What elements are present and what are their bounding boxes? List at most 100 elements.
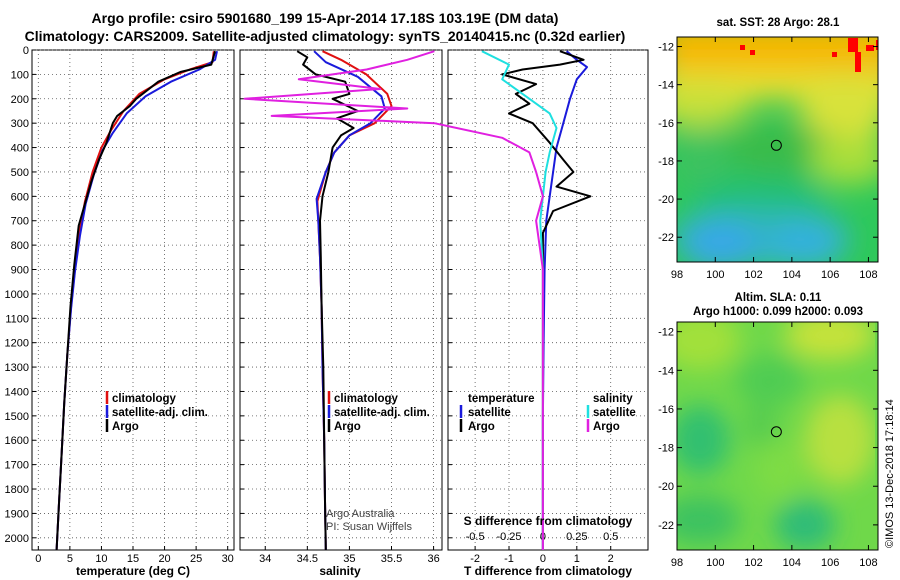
temperature-grid [32, 49, 234, 550]
top-x-tick-label: -0.5 [466, 531, 485, 543]
argo-position-marker [770, 139, 782, 151]
lat-tick-label: -12 [658, 42, 674, 54]
legend-label-t-satellite: satellite [468, 407, 511, 419]
sst-map-title: sat. SST: 28 Argo: 28.1 [717, 17, 841, 29]
legend-label-s-argo: Argo [593, 421, 620, 433]
lat-tick-label: -22 [658, 232, 674, 244]
depth-tick-label: 600 [11, 191, 29, 203]
lat-tick-label: -18 [658, 443, 674, 455]
difference-top-xlabel: S difference from climatology [464, 514, 633, 528]
difference-xlabel: T difference from climatology [464, 564, 632, 578]
depth-tick-label: 100 [11, 69, 29, 81]
depth-tick-label: 1400 [5, 386, 29, 398]
depth-tick-label: 400 [11, 143, 29, 155]
sla-map-lat-ticks: -12 -14 -16 -18 -20 -22 [658, 327, 878, 532]
difference-series [243, 50, 592, 550]
x-tick-label: 30 [222, 553, 234, 565]
salinity-axes-frame [239, 49, 443, 551]
difference-axes-frame [447, 49, 649, 551]
x-tick-label: 5 [67, 553, 73, 565]
salinity-tick-labels: 34 34.5 35 35.5 36 [259, 553, 440, 565]
lon-tick-label: 108 [859, 269, 877, 281]
lon-tick-label: 106 [821, 557, 839, 569]
x-tick-label: 0 [35, 553, 41, 565]
lon-tick-label: 106 [821, 269, 839, 281]
legend-label-climatology: climatology [334, 393, 399, 405]
depth-tick-labels: 0 100 200 300 400 500 600 700 800 900 1000 1100 1200… [5, 45, 29, 545]
x-tick-label: 36 [427, 553, 439, 565]
salinity-panel: 34 34.5 35 35.5 36 salinity climatology sate… [239, 49, 443, 578]
lat-tick-label: -22 [658, 520, 674, 532]
credit-line-2: PI: Susan Wijffels [326, 521, 412, 533]
legend-label-t-argo: Argo [468, 421, 495, 433]
depth-tick-label: 1200 [5, 338, 29, 350]
x-tick-label: 35 [343, 553, 355, 565]
x-tick-label: 25 [190, 553, 202, 565]
legend-label-s-satellite: satellite [593, 407, 636, 419]
sla-map: Altim. SLA: 0.11 Argo h1000: 0.099 h2000… [658, 292, 879, 569]
lat-tick-label: -14 [658, 80, 674, 92]
page-title: Argo profile: csiro 5901680_199 15-Apr-2… [91, 10, 559, 26]
depth-tick-label: 1300 [5, 362, 29, 374]
sst-map-lat-ticks: -12 -14 -16 -18 -20 -22 [658, 42, 878, 244]
depth-tick-label: 1000 [5, 289, 29, 301]
depth-tick-label: 500 [11, 167, 29, 179]
difference-panel: -2 -1 0 1 2 -0.5 -0.25 0 0.25 0.5 T difference f… [243, 49, 649, 578]
x-tick-label: 0 [540, 553, 546, 565]
temperature-panel: 0100200300400500600700800900100011001200… [5, 45, 235, 578]
x-tick-label: 34.5 [297, 553, 318, 565]
depth-tick-label: 1700 [5, 460, 29, 472]
depth-tick-label: 900 [11, 265, 29, 277]
legend-title-salinity: salinity [593, 393, 633, 405]
top-x-tick-label: 0.25 [566, 531, 587, 543]
difference-legend-temperature: temperature satellite Argo [459, 393, 534, 433]
legend-title-temperature: temperature [468, 393, 534, 405]
lon-tick-label: 102 [744, 269, 762, 281]
x-tick-label: 1 [574, 553, 580, 565]
series-s-argo [243, 50, 544, 550]
lon-tick-label: 100 [706, 557, 724, 569]
depth-tick-label: 300 [11, 118, 29, 130]
x-tick-label: 35.5 [381, 553, 402, 565]
series-argo [296, 50, 359, 551]
salinity-legend: climatology satellite-adj. clim. Argo [327, 391, 430, 433]
lat-tick-label: -20 [658, 194, 674, 206]
sst-map: sat. SST: 28 Argo: 28.1 [658, 17, 879, 281]
argo-position-marker [770, 426, 782, 438]
difference-tick-labels: -2 -1 0 1 2 [470, 553, 614, 565]
lat-tick-label: -12 [658, 327, 674, 339]
x-tick-label: 10 [95, 553, 107, 565]
lon-tick-label: 104 [783, 269, 801, 281]
depth-tick-label: 2000 [5, 533, 29, 545]
depth-tick-label: 1100 [5, 313, 29, 325]
salinity-difference-tick-labels: -0.5 -0.25 0 0.25 0.5 [466, 531, 619, 543]
sla-map-subtitle: Argo h1000: 0.099 h2000: 0.093 [693, 306, 863, 318]
lon-tick-label: 98 [671, 557, 683, 569]
lon-tick-label: 100 [706, 269, 724, 281]
top-x-tick-label: 0.5 [603, 531, 618, 543]
legend-label-argo: Argo [334, 421, 361, 433]
sst-map-lon-ticks: 98 100 102 104 106 108 [671, 37, 878, 281]
lat-tick-label: -20 [658, 481, 674, 493]
depth-tick-label: 200 [11, 94, 29, 106]
lat-tick-label: -14 [658, 365, 674, 377]
lon-tick-label: 98 [671, 269, 683, 281]
lat-tick-label: -18 [658, 156, 674, 168]
page-subtitle: Climatology: CARS2009. Satellite-adjuste… [24, 28, 626, 44]
lat-tick-label: -16 [658, 404, 674, 416]
sst-map-frame [676, 36, 879, 263]
temperature-tick-labels: 0 5 10 15 20 25 30 [35, 553, 234, 565]
imos-stamp: ©IMOS 13-Dec-2018 17:18:14 [884, 399, 896, 548]
depth-tick-label: 1500 [5, 411, 29, 423]
sla-map-lon-ticks: 98 100 102 104 106 108 [671, 322, 878, 569]
temperature-series [55, 50, 218, 551]
depth-tick-label: 1800 [5, 484, 29, 496]
salinity-xlabel: salinity [319, 564, 361, 578]
legend-label-argo: Argo [112, 421, 139, 433]
lat-tick-label: -16 [658, 118, 674, 130]
temperature-legend: climatology satellite-adj. clim. Argo [105, 391, 208, 433]
lon-tick-label: 102 [744, 557, 762, 569]
x-tick-label: 34 [259, 553, 271, 565]
top-x-tick-label: -0.25 [496, 531, 521, 543]
